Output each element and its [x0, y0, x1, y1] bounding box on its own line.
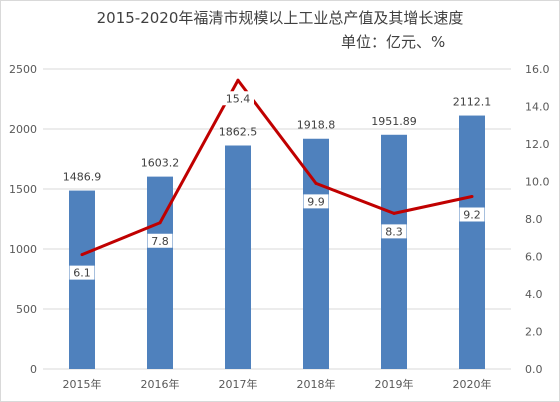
line-value-label: 9.9: [307, 195, 325, 208]
left-tick-label: 2000: [9, 123, 37, 136]
bar: [225, 145, 251, 369]
line-label-backing: [147, 233, 173, 248]
right-tick-label: 6.0: [525, 251, 543, 264]
right-tick-label: 2.0: [525, 326, 543, 339]
bar-value-label: 1603.2: [141, 157, 180, 170]
line-value-label: 7.8: [151, 235, 169, 248]
left-tick-label: 2500: [9, 63, 37, 76]
bar: [381, 134, 407, 369]
bar: [459, 115, 485, 369]
line-value-label: 6.1: [73, 267, 91, 280]
bar: [303, 138, 329, 369]
line-label-backing: [303, 194, 329, 209]
left-tick-label: 500: [16, 303, 37, 316]
right-tick-label: 16.0: [525, 63, 550, 76]
right-tick-label: 10.0: [525, 176, 550, 189]
bar-value-label: 1918.8: [297, 119, 336, 132]
x-tick-label: 2019年: [375, 377, 414, 391]
line-label-backing: [222, 91, 254, 106]
line-label-backing: [381, 224, 407, 239]
x-tick-label: 2017年: [219, 377, 258, 391]
right-tick-label: 0.0: [525, 363, 543, 376]
growth-rate-line: [81, 78, 473, 257]
bar-value-label: 1486.9: [63, 171, 102, 184]
right-tick-label: 12.0: [525, 138, 550, 151]
right-tick-label: 8.0: [525, 213, 543, 226]
line-point: [392, 211, 396, 215]
bar-value-label: 2112.1: [453, 96, 492, 109]
line-point: [314, 181, 318, 185]
bar: [69, 190, 95, 369]
line-label-backing: [69, 265, 95, 280]
x-tick-label: 2016年: [141, 377, 180, 391]
bar-value-label: 1951.89: [371, 115, 417, 128]
line-label-backing: [459, 207, 485, 222]
x-tick-label: 2015年: [63, 377, 102, 391]
x-tick-label: 2018年: [297, 377, 336, 391]
chart-subtitle: 单位：亿元、%: [341, 33, 446, 51]
left-tick-label: 1000: [9, 243, 37, 256]
line-point: [236, 78, 240, 82]
bar-value-label: 1862.5: [219, 126, 258, 139]
line-point: [470, 195, 474, 198]
line-point: [80, 253, 84, 257]
left-tick-label: 0: [30, 363, 37, 376]
left-tick-label: 1500: [9, 183, 37, 196]
chart-title: 2015-2020年福清市规模以上工业总产值及其增长速度: [96, 9, 464, 27]
x-tick-label: 2020年: [453, 377, 492, 391]
line-value-label: 9.2: [463, 209, 481, 222]
line-value-label: 15.4: [226, 92, 251, 105]
right-tick-label: 14.0: [525, 101, 550, 114]
right-tick-label: 4.0: [525, 288, 543, 301]
line-value-label: 8.3: [385, 225, 403, 238]
line-point: [158, 221, 162, 225]
